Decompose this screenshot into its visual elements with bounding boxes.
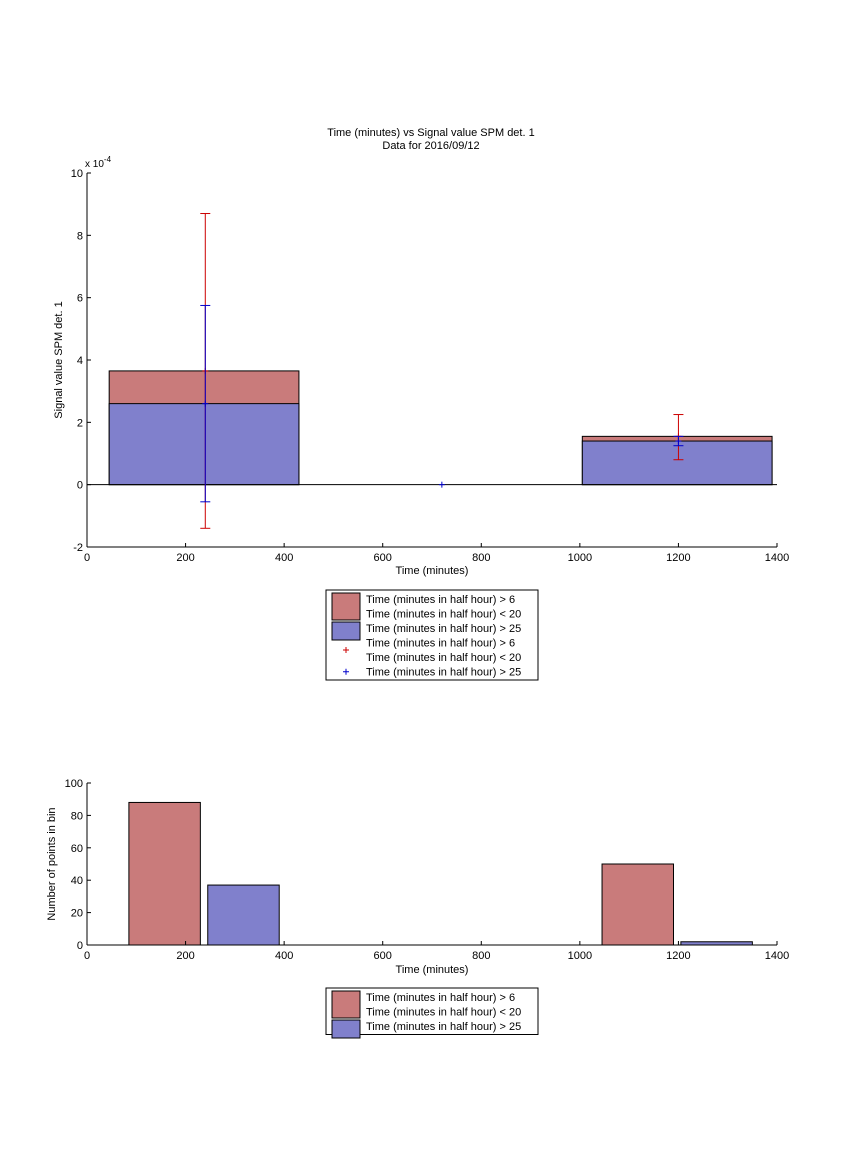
legend-label: Time (minutes in half hour) < 20 [366,609,521,621]
x-tick-label: 800 [472,950,490,962]
x-tick-label: 600 [374,552,392,564]
y-tick-label: -2 [73,542,83,554]
x-tick-label: 1200 [666,552,690,564]
x-tick-label: 400 [275,950,293,962]
x-tick-label: 1400 [765,552,789,564]
bar [108,403,300,486]
y-tick-label: 6 [77,293,83,305]
legend-label: Time (minutes in half hour) > 25 [366,1021,521,1033]
y-exponent-label: x 10-4 [85,155,112,170]
top-chart: Time (minutes) vs Signal value SPM det. … [53,127,789,681]
x-axis-label: Time (minutes) [396,565,469,577]
legend-box [325,589,539,681]
legend-swatch [331,621,361,641]
legend-label: Time (minutes in half hour) > 25 [366,667,521,679]
legend-label: Time (minutes in half hour) < 20 [366,1007,521,1019]
y-tick-label: 2 [77,417,83,429]
legend-box [325,987,539,1035]
legend-swatch [331,1019,361,1039]
legend-label: Time (minutes in half hour) > 25 [366,623,521,635]
x-tick-label: 1400 [765,950,789,962]
legend-swatch [331,592,361,621]
y-tick-label: 40 [71,875,83,887]
y-tick-label: 100 [65,778,83,790]
x-tick-label: 400 [275,552,293,564]
x-tick-label: 0 [84,950,90,962]
x-tick-label: 1000 [568,552,592,564]
x-tick-label: 0 [84,552,90,564]
y-tick-label: 20 [71,908,83,920]
x-tick-label: 200 [176,552,194,564]
y-exponent-base: x 10 [85,159,104,170]
x-tick-label: 1200 [666,950,690,962]
y-exponent-power: -4 [104,155,112,164]
x-tick-label: 800 [472,552,490,564]
chart-title: Time (minutes) vs Signal value SPM det. … [327,127,534,139]
chart-subtitle: Data for 2016/09/12 [382,140,479,152]
bar [581,440,773,486]
y-tick-label: 80 [71,810,83,822]
bar [207,884,280,946]
bottom-chart: 0 200 400 600 800 1000 1200 1400 0 20 40 60 80 100 Ti… [46,778,790,1039]
bar [601,863,674,946]
x-tick-label: 200 [176,950,194,962]
x-axis-label: Time (minutes) [396,964,469,976]
bottom-legend: Time (minutes in half hour) > 6 Time (min… [325,987,539,1039]
y-tick-label: 60 [71,843,83,855]
y-axis-label: Number of points in bin [46,807,58,920]
y-tick-label: 0 [77,480,83,492]
legend-swatch [331,990,361,1019]
y-tick-label: 4 [77,355,83,367]
top-legend: Time (minutes in half hour) > 6 Time (min… [325,589,539,681]
y-tick-label: 8 [77,230,83,242]
bottom-plot-area: 0 200 400 600 800 1000 1200 1400 0 20 40 60 80 100 [65,778,790,962]
legend-label: Time (minutes in half hour) > 6 [366,638,515,650]
y-axis-label: Signal value SPM det. 1 [53,301,65,418]
legend-label: Time (minutes in half hour) > 6 [366,992,515,1004]
y-tick-label: 0 [77,940,83,952]
bar [128,801,201,946]
legend-label: Time (minutes in half hour) < 20 [366,652,521,664]
y-tick-label: 10 [71,168,83,180]
x-tick-label: 1000 [568,950,592,962]
x-tick-label: 600 [374,950,392,962]
legend-label: Time (minutes in half hour) > 6 [366,594,515,606]
